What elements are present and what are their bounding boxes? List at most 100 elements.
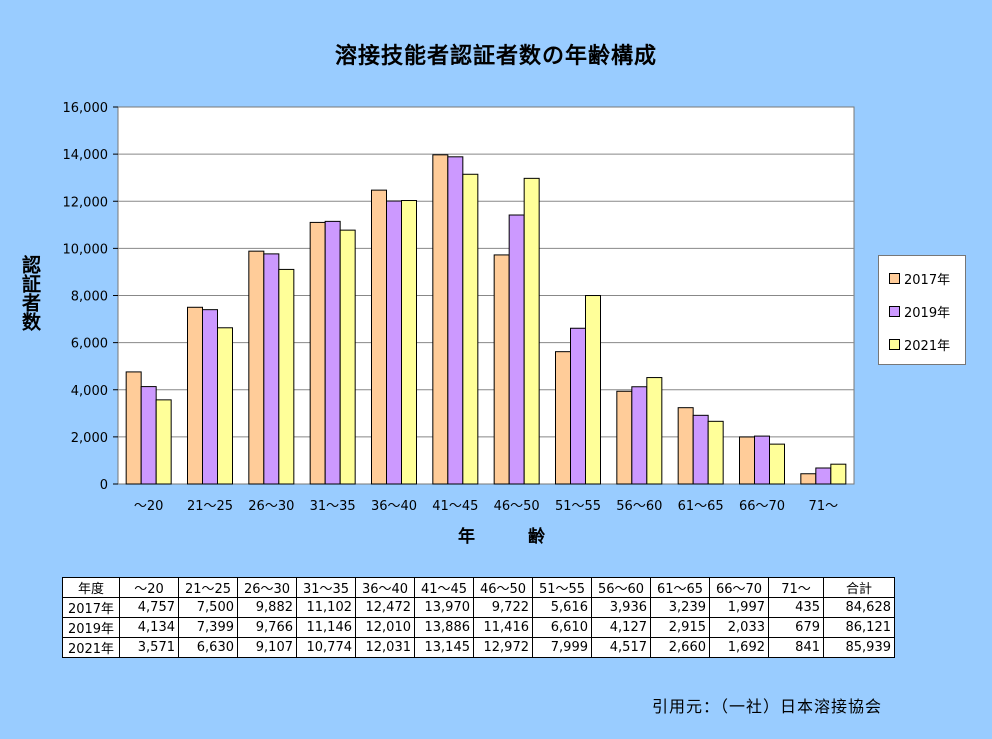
bar-2021年-41～45 bbox=[462, 173, 479, 485]
table-cell: 841 bbox=[768, 637, 824, 658]
bar-2021年-51～55 bbox=[585, 295, 601, 485]
table-header-cell: 36～40 bbox=[355, 577, 415, 598]
legend-item-2019: 2019年 bbox=[889, 295, 965, 328]
x-tick-label: ～20 bbox=[134, 499, 164, 514]
source-credit: 引用元：（一社）日本溶接協会 bbox=[652, 697, 883, 716]
bar-2017年-31～35 bbox=[309, 221, 326, 485]
y-tick-label: 16,000 bbox=[63, 101, 109, 116]
table-cell: 1,692 bbox=[709, 637, 769, 658]
table-cell: 12,010 bbox=[355, 617, 415, 638]
table-row: 2019年 4,134 7,399 9,766 11,146 12,010 13… bbox=[62, 617, 895, 638]
table-cell: 84,628 bbox=[823, 597, 895, 618]
bar-2021年-61～65 bbox=[707, 420, 724, 485]
bar-2019年-41～45 bbox=[447, 156, 464, 485]
table-cell: 2017年 bbox=[62, 597, 120, 618]
bar-2021年-56～60 bbox=[646, 377, 663, 485]
bar-2021年-46～50 bbox=[523, 177, 540, 485]
bar-2021年-66～70 bbox=[769, 443, 785, 485]
table-cell: 12,031 bbox=[355, 637, 415, 658]
bar-2017年-41～45 bbox=[432, 154, 449, 485]
y-tick-label: 14,000 bbox=[63, 148, 109, 163]
table-cell: 11,102 bbox=[296, 597, 356, 618]
bar-2019年-56～60 bbox=[631, 386, 648, 485]
y-tick-label: 6,000 bbox=[71, 337, 108, 352]
legend-swatch-2021 bbox=[889, 339, 900, 350]
y-tick-label: 12,000 bbox=[63, 195, 109, 210]
table-cell: 679 bbox=[768, 617, 824, 638]
table-header-cell: 31～35 bbox=[296, 577, 356, 598]
bar-2017年-46～50 bbox=[493, 254, 510, 485]
table-cell: 2021年 bbox=[62, 637, 120, 658]
bar-2021年-31～35 bbox=[339, 229, 356, 485]
x-axis-label: 年 齢 bbox=[458, 527, 563, 547]
bar-2021年-21～25 bbox=[217, 327, 233, 485]
table-cell: 4,517 bbox=[591, 637, 651, 658]
table-cell: 1,997 bbox=[709, 597, 769, 618]
x-tick-label: 51～55 bbox=[555, 499, 601, 514]
bar-2017年-21～25 bbox=[187, 306, 203, 485]
table-cell: 3,936 bbox=[591, 597, 651, 618]
bar-2021年-26～30 bbox=[278, 268, 295, 485]
table-header-cell: 51～55 bbox=[532, 577, 592, 598]
x-tick-label: 56～60 bbox=[616, 499, 662, 514]
x-tick-label: 71～ bbox=[809, 499, 839, 514]
table-cell: 2,660 bbox=[650, 637, 710, 658]
bar-2019年-36～40 bbox=[386, 200, 402, 485]
legend-label-2019: 2019年 bbox=[904, 306, 951, 321]
table-cell: 11,146 bbox=[296, 617, 356, 638]
table-cell: 10,774 bbox=[296, 637, 356, 658]
y-tick-label: 10,000 bbox=[63, 242, 109, 257]
table-header-cell: 41～45 bbox=[414, 577, 474, 598]
table-header-cell: 年度 bbox=[62, 577, 120, 598]
table-cell: 9,722 bbox=[473, 597, 533, 618]
x-tick-label: 36～40 bbox=[371, 499, 417, 514]
x-tick-label: 26～30 bbox=[248, 499, 294, 514]
x-tick-label: 46～50 bbox=[494, 499, 540, 514]
bar-2019年-61～65 bbox=[692, 414, 709, 485]
y-tick-label: 0 bbox=[100, 478, 108, 493]
bar-2017年-51～55 bbox=[555, 351, 571, 485]
table-cell: 4,757 bbox=[119, 597, 179, 618]
chart-title: 溶接技能者認証者数の年齢構成 bbox=[334, 44, 657, 69]
table-cell: 5,616 bbox=[532, 597, 592, 618]
table-row: 2021年 3,571 6,630 9,107 10,774 12,031 13… bbox=[62, 637, 895, 658]
legend-swatch-2019 bbox=[889, 306, 900, 317]
table-cell: 85,939 bbox=[823, 637, 895, 658]
table-cell: 13,970 bbox=[414, 597, 474, 618]
bar-2017年-36～40 bbox=[371, 189, 387, 485]
table-cell: 12,972 bbox=[473, 637, 533, 658]
table-header-row: 年度 ～20 21～25 26～30 31～35 36～40 41～45 46～… bbox=[62, 577, 895, 598]
table-cell: 11,416 bbox=[473, 617, 533, 638]
table-cell: 9,766 bbox=[237, 617, 297, 638]
table-header-cell: 61～65 bbox=[650, 577, 710, 598]
bar-2017年-61～65 bbox=[677, 407, 694, 485]
x-tick-label: 66～70 bbox=[739, 499, 785, 514]
y-axis-label: 認証者数 bbox=[19, 255, 41, 331]
table-header-cell: 71～ bbox=[768, 577, 824, 598]
table-cell: 4,134 bbox=[119, 617, 179, 638]
table-cell: 3,571 bbox=[119, 637, 179, 658]
table-cell: 9,882 bbox=[237, 597, 297, 618]
table-header-cell: 26～30 bbox=[237, 577, 297, 598]
bar-2019年-66～70 bbox=[754, 435, 770, 485]
table-header-cell: 46～50 bbox=[473, 577, 533, 598]
table-cell: 9,107 bbox=[237, 637, 297, 658]
y-tick-label: 8,000 bbox=[71, 290, 108, 305]
bar-2019年-26～30 bbox=[263, 253, 280, 485]
table-cell: 435 bbox=[768, 597, 824, 618]
table-cell: 12,472 bbox=[355, 597, 415, 618]
bar-2019年-46～50 bbox=[508, 214, 525, 485]
bar-2019年-51～55 bbox=[570, 327, 586, 485]
bar-2017年-26～30 bbox=[248, 250, 265, 485]
table-cell: 4,127 bbox=[591, 617, 651, 638]
x-tick-label: 61～65 bbox=[678, 499, 724, 514]
table-cell: 86,121 bbox=[823, 617, 895, 638]
bar-2019年-～20 bbox=[140, 386, 157, 485]
bar-2021年-71～ bbox=[830, 463, 847, 485]
table-cell: 2,915 bbox=[650, 617, 710, 638]
bar-chart: 0 2,000 4,000 6,000 8,000 10,000 12,000 14,000 1… bbox=[63, 101, 855, 514]
x-tick-label: 41～45 bbox=[432, 499, 478, 514]
x-tick-label: 21～25 bbox=[187, 499, 233, 514]
table-cell: 7,500 bbox=[178, 597, 238, 618]
legend-label-2017: 2017年 bbox=[904, 273, 951, 288]
